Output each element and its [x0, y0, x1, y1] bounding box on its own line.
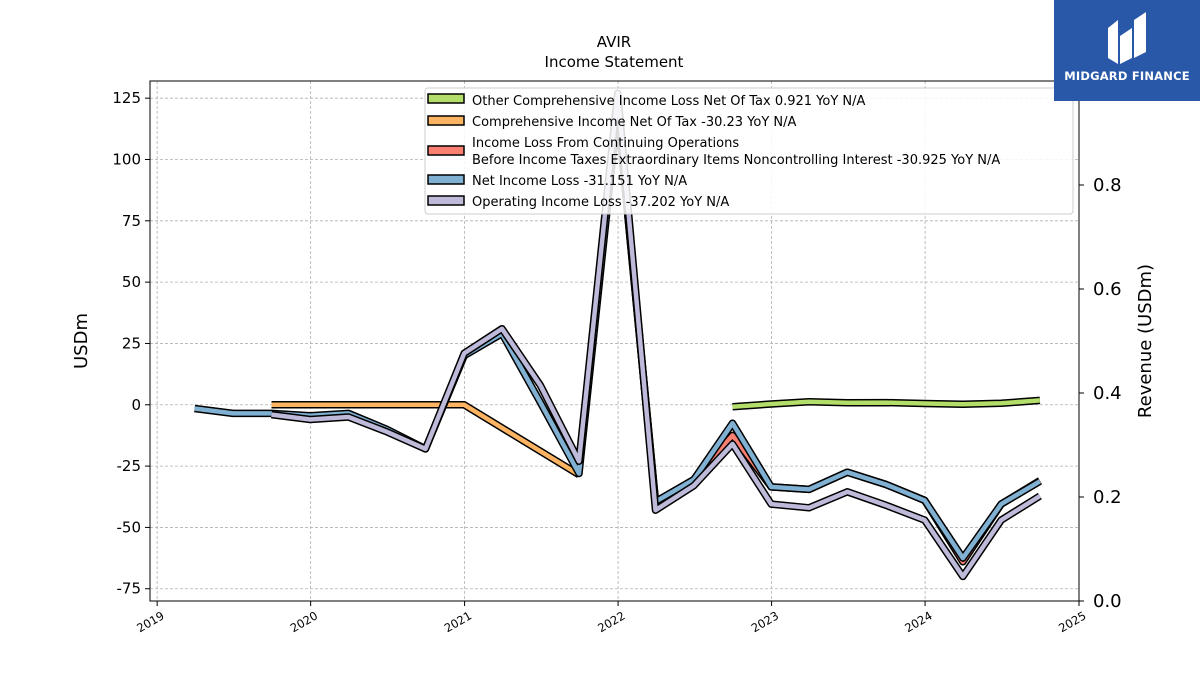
operating-income-loss-line: [271, 91, 1042, 579]
x-tick-label: 2019: [134, 608, 166, 635]
logo-text: MIDGARD FINANCE: [1064, 69, 1190, 83]
legend-box: [424, 87, 1074, 215]
y-tick-label: -75: [117, 580, 142, 598]
legend-label-comprehensive-income: Comprehensive Income Net Of Tax -30.23 Y…: [472, 115, 797, 130]
legend-label-income-before-taxes-line2: Before Income Taxes Extraordinary Items …: [472, 153, 1000, 168]
y-tick-label: -50: [117, 518, 142, 536]
y-tick-label: 25: [122, 334, 141, 352]
y-tick-label: 75: [122, 212, 141, 230]
y-tick-label: 50: [122, 273, 141, 291]
legend-swatch-net-income: [427, 174, 465, 185]
y2-tick-label: 0.8: [1093, 175, 1122, 196]
y-tick-label: 0: [131, 396, 141, 414]
y-tick-label: -25: [117, 457, 142, 475]
midgard-logo-icon: [1108, 12, 1146, 64]
y2-tick-label: 0.6: [1093, 279, 1122, 300]
y2-axis-label: Revenue (USDm): [1135, 264, 1156, 418]
plot-frame: [149, 80, 1080, 602]
legend-swatch-operating-income: [427, 195, 465, 206]
x-tick-label: 2024: [902, 608, 934, 635]
midgard-finance-logo: MIDGARD FINANCE: [1054, 0, 1200, 101]
legend-label-operating-income: Operating Income Loss -37.202 YoY N/A: [472, 195, 729, 210]
chart-title: AVIR: [597, 33, 631, 51]
legend-swatch-other-comprehensive: [427, 93, 465, 104]
legend-label-net-income: Net Income Loss -31.151 YoY N/A: [472, 174, 687, 189]
comprehensive-income-net-of-tax-line: [271, 402, 581, 477]
x-tick-label: 2025: [1056, 608, 1088, 635]
y2-tick-label: 0.2: [1093, 487, 1122, 508]
y2-tick-label: 0.0: [1093, 591, 1122, 612]
x-tick-label: 2022: [595, 608, 627, 635]
y-axis-left: -75 -50 -25 0 25 50 75 100 125: [112, 89, 150, 598]
x-axis: 2019 2020 2021 2022 2023 2024 2025: [134, 601, 1089, 635]
y2-tick-label: 0.4: [1093, 383, 1122, 404]
x-tick-label: 2021: [442, 608, 474, 635]
legend-swatch-income-before-taxes: [427, 145, 465, 156]
other-comprehensive-income-loss-net-of-tax-line: [732, 398, 1041, 409]
y-tick-label: 100: [112, 150, 141, 168]
chart-subtitle: Income Statement: [545, 53, 684, 71]
legend-label-other-comprehensive: Other Comprehensive Income Loss Net Of T…: [472, 94, 866, 109]
x-tick-label: 2020: [288, 608, 320, 635]
y-tick-label: 125: [112, 89, 141, 107]
legend: Other Comprehensive Income Loss Net Of T…: [424, 87, 1074, 215]
y-axis-label: USDm: [71, 313, 92, 369]
x-tick-label: 2023: [749, 608, 781, 635]
y-axis-right: 0.0 0.2 0.4 0.6 0.8: [1079, 175, 1122, 612]
legend-label-income-before-taxes-line1: Income Loss From Continuing Operations: [472, 136, 739, 151]
legend-swatch-comprehensive-income: [427, 115, 465, 126]
